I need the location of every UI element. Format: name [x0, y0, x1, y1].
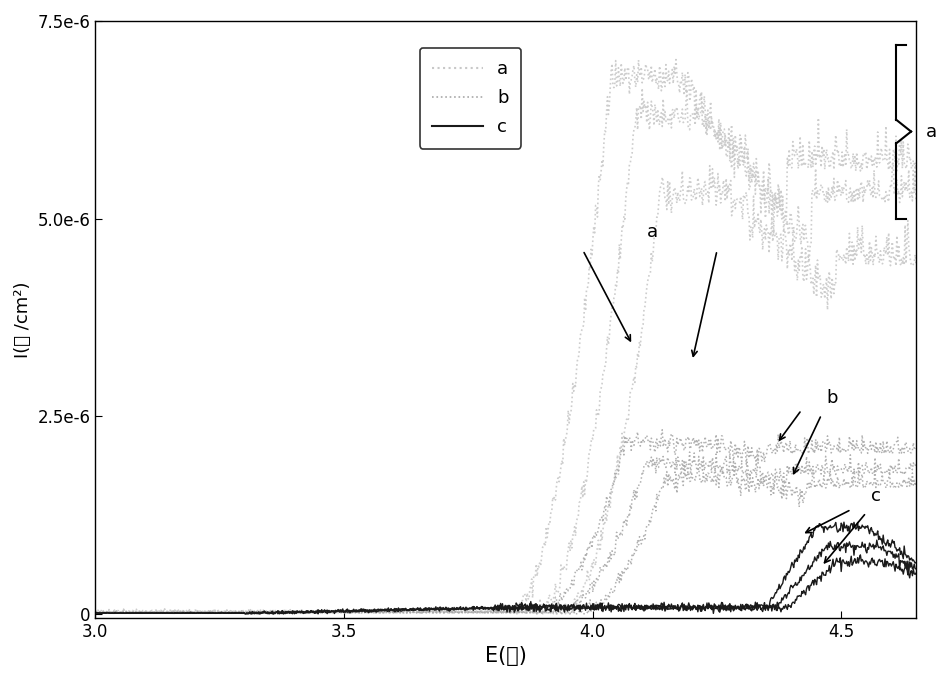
Text: a: a — [926, 122, 937, 141]
Y-axis label: I(安 /cm²): I(安 /cm²) — [14, 281, 32, 358]
Text: c: c — [871, 487, 882, 505]
Text: a: a — [647, 222, 658, 241]
Text: b: b — [826, 389, 838, 407]
Legend: a, b, c: a, b, c — [420, 48, 522, 149]
X-axis label: E(伏): E(伏) — [484, 646, 526, 666]
